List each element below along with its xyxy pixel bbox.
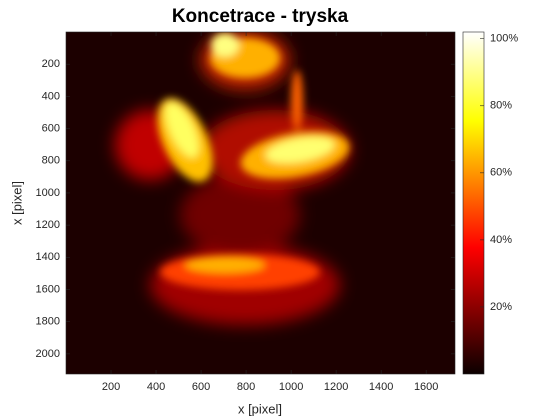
axes-box: [65, 31, 456, 375]
y-tick-label: 1400: [36, 251, 60, 263]
y-tick-label: 1800: [36, 316, 60, 328]
y-tick-label: 200: [42, 58, 60, 70]
x-tick-label: 1600: [414, 381, 438, 393]
colorbar-tick-label: 60%: [490, 167, 512, 179]
y-tick-label: 400: [42, 90, 60, 102]
y-tick-label: 600: [42, 122, 60, 134]
colorbar: [462, 31, 485, 375]
x-tick-label: 600: [192, 381, 210, 393]
y-tick-label: 1200: [36, 219, 60, 231]
x-tick-label: 1000: [279, 381, 303, 393]
x-tick-label: 1200: [324, 381, 348, 393]
heatmap-image: [66, 32, 455, 374]
x-tick-label: 200: [102, 381, 120, 393]
y-tick-label: 800: [42, 155, 60, 167]
colorbar-tick-label: 80%: [490, 100, 512, 112]
colorbar-tick-label: 20%: [490, 301, 512, 313]
y-axis-label: x [pixel]: [9, 181, 24, 225]
colorbar-tick-label: 40%: [490, 234, 512, 246]
x-tick-label: 400: [147, 381, 165, 393]
colorbar-tick-label: 100%: [490, 33, 518, 45]
chart-title: Koncetrace - tryska: [172, 6, 349, 27]
y-tick-label: 1000: [36, 187, 60, 199]
x-tick-label: 1400: [369, 381, 393, 393]
x-tick-label: 800: [237, 381, 255, 393]
x-axis-label: x [pixel]: [238, 401, 282, 416]
y-tick-label: 2000: [36, 348, 60, 360]
y-tick-label: 1600: [36, 283, 60, 295]
